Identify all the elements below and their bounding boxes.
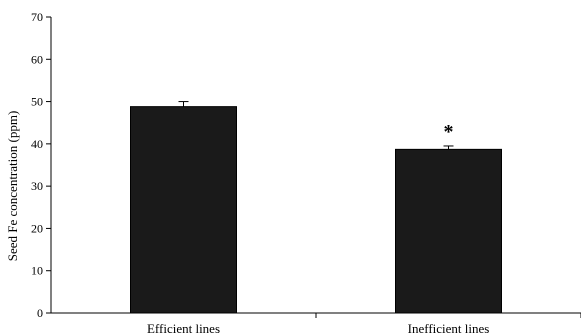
y-tick-label: 40 [31,137,43,151]
y-tick-label: 50 [31,95,43,109]
x-category-label: Efficient lines [147,321,220,335]
y-tick-label: 70 [31,10,43,24]
bar-inefficient-lines [395,148,502,314]
significance-marker: * [444,121,454,143]
x-category-label: Inefficient lines [408,321,490,335]
y-tick-label: 10 [31,264,43,278]
y-tick-label: 20 [31,221,43,235]
plot-area: 0 10 20 30 40 50 60 70 Efficient lines * Inefficie… [31,10,581,335]
y-tick-label: 0 [37,306,43,320]
y-tick-label: 60 [31,52,43,66]
bar-efficient-lines [130,106,237,314]
y-axis-label: Seed Fe concentration (ppm) [5,111,20,262]
y-tick-label: 30 [31,179,43,193]
